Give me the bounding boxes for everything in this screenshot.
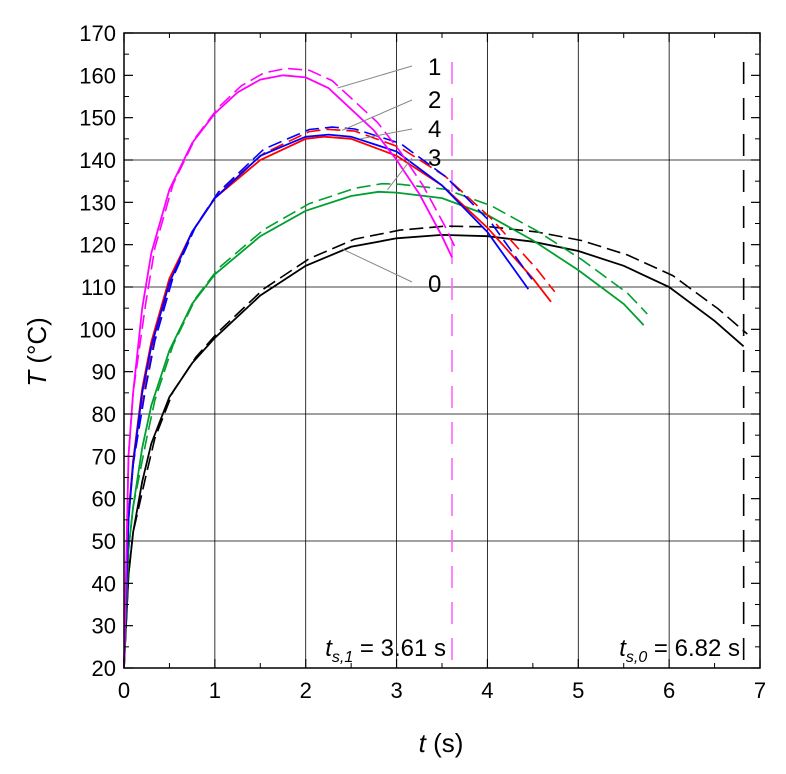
- curve-label: 3: [428, 145, 441, 172]
- y-tick-label: 80: [92, 402, 116, 427]
- y-tick-label: 20: [92, 656, 116, 681]
- series-3-line: [123, 190, 645, 669]
- limit-lines: [451, 62, 745, 668]
- annotation-ts0: ts,0 = 6.82 s: [619, 635, 740, 666]
- x-tick-label: 6: [663, 678, 675, 703]
- leader-line: [341, 248, 413, 283]
- series-4-line: [123, 135, 552, 669]
- curve-label: 4: [428, 116, 441, 143]
- curve-label: 1: [428, 54, 441, 81]
- x-tick-label: 0: [118, 678, 130, 703]
- grid: [124, 33, 760, 668]
- y-tick-label: 120: [79, 233, 116, 258]
- y-tick-label: 30: [92, 614, 116, 639]
- x-tick-labels: 0 1 2 3 4 5 6 7: [118, 678, 766, 703]
- leader-line: [341, 99, 413, 131]
- y-tick-label: 70: [92, 444, 116, 469]
- y-tick-label: 140: [79, 148, 116, 173]
- y-tick-label: 150: [79, 106, 116, 131]
- x-axis-title: t (s): [419, 728, 464, 758]
- curve-labels: 1 243 0: [428, 54, 441, 298]
- y-tick-label: 90: [92, 360, 116, 385]
- y-tick-label: 50: [92, 529, 116, 554]
- series-2-line: [123, 133, 530, 669]
- leader-line: [387, 157, 413, 190]
- x-tick-label: 7: [754, 678, 766, 703]
- y-tick-labels: 20 30 40 50 60 70 80 90 100 110 120 130 140 150 160 170: [79, 21, 116, 681]
- leader-line: [337, 65, 413, 89]
- series-3-dashed: [123, 182, 648, 669]
- series-1-line: [123, 74, 453, 669]
- y-tick-label: 60: [92, 487, 116, 512]
- x-tick-label: 3: [390, 678, 402, 703]
- series-0-line: [123, 233, 745, 669]
- y-tick-label: 110: [81, 275, 116, 300]
- series-1-dashed: [123, 67, 457, 669]
- y-tick-label: 160: [79, 63, 116, 88]
- axis-ticks: [123, 32, 761, 669]
- x-tick-label: 1: [209, 678, 221, 703]
- annotation-ts1: ts,1 = 3.61 s: [325, 635, 446, 666]
- series-2-dashed: [123, 126, 533, 669]
- y-tick-label: 40: [92, 571, 116, 596]
- x-tick-label: 2: [300, 678, 312, 703]
- label-leaders: [337, 65, 413, 283]
- leader-line: [360, 128, 413, 140]
- y-tick-label: 130: [79, 190, 116, 215]
- y-tick-label: 170: [79, 21, 116, 46]
- y-tick-label: 100: [79, 317, 116, 342]
- series-0-dashed: [123, 225, 748, 669]
- curve-label: 2: [428, 87, 441, 114]
- x-tick-label: 5: [572, 678, 584, 703]
- series-group: [123, 67, 748, 669]
- curve-label: 0: [428, 271, 441, 298]
- x-tick-label: 4: [481, 678, 493, 703]
- y-axis-title: T (°C): [22, 317, 52, 387]
- series-4-dashed: [123, 128, 556, 669]
- plot-frame: [123, 32, 761, 669]
